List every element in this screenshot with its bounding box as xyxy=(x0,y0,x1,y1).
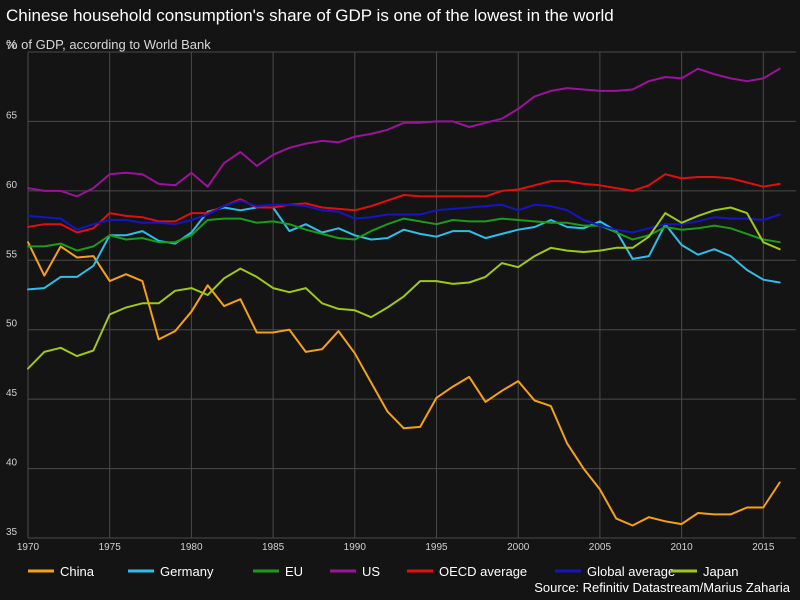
x-tick-label: 2000 xyxy=(507,542,530,553)
legend: China Germany EU US OECD average Global avera… xyxy=(28,564,738,579)
legend-label-global-average: Global average xyxy=(587,564,675,579)
x-tick-label: 2015 xyxy=(752,542,775,553)
y-tick-label: 35 xyxy=(6,527,18,538)
series-line-global-average xyxy=(27,199,781,234)
x-tick-label: 1970 xyxy=(17,542,40,553)
y-tick-label: 40 xyxy=(6,458,18,469)
x-tick-label: 1980 xyxy=(180,542,203,553)
axes: 35 40 45 50 55 60 65 70 1970 1975 1980 1985 1990 1995… xyxy=(6,41,775,553)
series-line-us xyxy=(27,67,781,198)
y-tick-label: 45 xyxy=(6,388,18,399)
legend-label-china: China xyxy=(60,564,95,579)
series-line-china xyxy=(27,241,781,527)
series-line-oecd-average xyxy=(27,173,781,234)
legend-label-us: US xyxy=(362,564,380,579)
legend-label-eu: EU xyxy=(285,564,303,579)
x-tick-label: 1975 xyxy=(99,542,122,553)
legend-label-japan: Japan xyxy=(703,564,738,579)
y-tick-label: 55 xyxy=(6,249,18,260)
series-line-germany xyxy=(27,206,781,291)
x-tick-label: 1985 xyxy=(262,542,285,553)
x-tick-label: 1990 xyxy=(344,542,367,553)
x-tick-label: 2005 xyxy=(589,542,612,553)
y-tick-label: 50 xyxy=(6,319,18,330)
chart-source: Source: Refinitiv Datastream/Marius Zaha… xyxy=(534,580,790,595)
chart-subtitle: % of GDP, according to World Bank xyxy=(6,37,211,52)
legend-label-germany: Germany xyxy=(160,564,214,579)
x-tick-label: 2010 xyxy=(670,542,693,553)
series-line-eu xyxy=(27,217,781,252)
chart-title: Chinese household consumption's share of… xyxy=(6,6,614,25)
y-tick-label: 65 xyxy=(6,110,18,121)
y-tick-label: 70 xyxy=(6,41,18,52)
y-tick-label: 60 xyxy=(6,180,18,191)
x-tick-label: 1995 xyxy=(425,542,448,553)
grid xyxy=(27,51,796,539)
series-line-japan xyxy=(27,206,781,370)
legend-label-oecd-average: OECD average xyxy=(439,564,527,579)
series-lines xyxy=(27,67,781,527)
